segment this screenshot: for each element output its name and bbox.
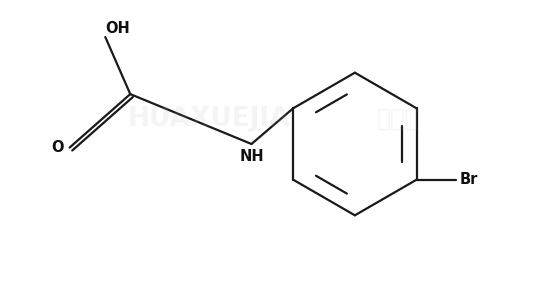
Text: O: O — [52, 140, 64, 155]
Text: HUAXUEJIA: HUAXUEJIA — [127, 106, 290, 132]
Text: OH: OH — [105, 21, 130, 36]
Text: Br: Br — [459, 172, 478, 187]
Text: 化学加: 化学加 — [376, 107, 419, 131]
Text: NH: NH — [239, 149, 264, 164]
